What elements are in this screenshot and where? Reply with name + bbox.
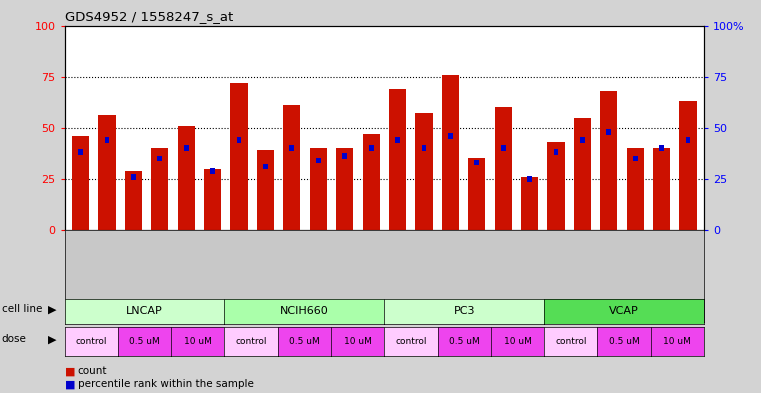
Bar: [342, 154, 347, 159]
Bar: [607, 129, 611, 135]
Bar: [131, 174, 135, 180]
Bar: [686, 137, 690, 143]
Bar: [574, 118, 591, 230]
Bar: [204, 169, 221, 230]
Text: PC3: PC3: [454, 307, 475, 316]
Text: 0.5 uM: 0.5 uM: [129, 337, 160, 346]
Bar: [416, 114, 432, 230]
Bar: [263, 164, 268, 169]
Bar: [78, 149, 83, 155]
Text: control: control: [235, 337, 267, 346]
Bar: [210, 168, 215, 173]
Text: 10 uM: 10 uM: [664, 337, 691, 346]
Bar: [151, 148, 168, 230]
Bar: [177, 126, 195, 230]
Bar: [600, 91, 617, 230]
Text: 0.5 uM: 0.5 uM: [449, 337, 479, 346]
Bar: [336, 148, 353, 230]
Bar: [441, 75, 459, 230]
Text: NCIH660: NCIH660: [280, 307, 329, 316]
Bar: [580, 137, 584, 143]
Bar: [184, 145, 189, 151]
Bar: [448, 133, 453, 139]
Text: GDS4952 / 1558247_s_at: GDS4952 / 1558247_s_at: [65, 10, 233, 23]
Bar: [158, 156, 162, 161]
Text: VCAP: VCAP: [609, 307, 639, 316]
Text: LNCAP: LNCAP: [126, 307, 163, 316]
Bar: [653, 148, 670, 230]
Text: 10 uM: 10 uM: [344, 337, 371, 346]
Bar: [72, 136, 89, 230]
Text: dose: dose: [2, 334, 27, 344]
Bar: [633, 156, 638, 161]
Text: count: count: [78, 366, 107, 376]
Bar: [547, 142, 565, 230]
Text: ▶: ▶: [48, 334, 56, 344]
Bar: [231, 83, 247, 230]
Bar: [98, 116, 116, 230]
Bar: [422, 145, 426, 151]
Bar: [283, 105, 301, 230]
Bar: [395, 137, 400, 143]
Text: percentile rank within the sample: percentile rank within the sample: [78, 379, 253, 389]
Text: ■: ■: [65, 379, 75, 389]
Text: control: control: [395, 337, 427, 346]
Bar: [316, 158, 320, 163]
Bar: [626, 148, 644, 230]
Bar: [527, 176, 532, 182]
Bar: [289, 145, 295, 151]
Bar: [521, 177, 538, 230]
Bar: [389, 89, 406, 230]
Bar: [659, 145, 664, 151]
Text: 0.5 uM: 0.5 uM: [289, 337, 320, 346]
Bar: [553, 149, 559, 155]
Bar: [310, 148, 327, 230]
Bar: [680, 101, 696, 230]
Bar: [237, 137, 241, 143]
Text: ■: ■: [65, 366, 75, 376]
Bar: [257, 150, 274, 230]
Bar: [474, 160, 479, 165]
Text: cell line: cell line: [2, 305, 42, 314]
Bar: [368, 145, 374, 151]
Bar: [125, 171, 142, 230]
Text: 10 uM: 10 uM: [184, 337, 212, 346]
Text: control: control: [555, 337, 587, 346]
Text: 10 uM: 10 uM: [504, 337, 531, 346]
Text: 0.5 uM: 0.5 uM: [609, 337, 639, 346]
Bar: [468, 158, 486, 230]
Bar: [501, 145, 505, 151]
Bar: [495, 107, 511, 230]
Bar: [104, 137, 110, 143]
Text: control: control: [75, 337, 107, 346]
Text: ▶: ▶: [48, 305, 56, 314]
Bar: [362, 134, 380, 230]
